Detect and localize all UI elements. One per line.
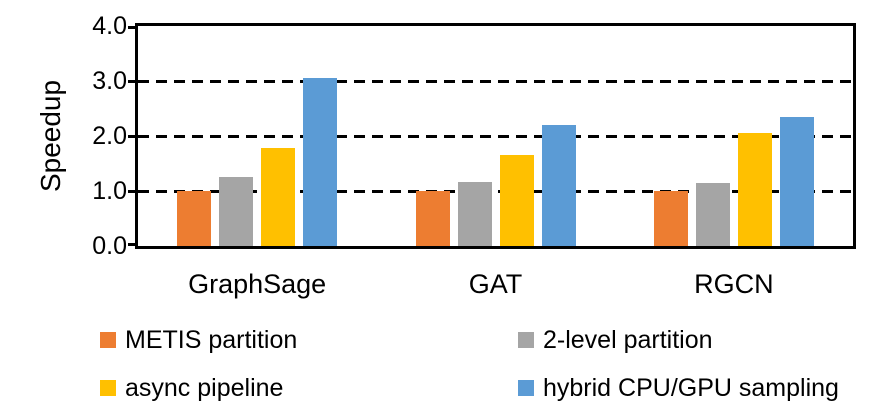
x-category-label-gat: GAT bbox=[468, 269, 523, 299]
y-tick-label-0.0: 0.0 bbox=[92, 232, 127, 260]
bar-rgcn-async-pipeline bbox=[737, 133, 772, 246]
y-axis-tick-mark bbox=[128, 243, 135, 246]
gridline-y-2 bbox=[138, 134, 853, 138]
x-category-label-rgcn: RGCN bbox=[694, 269, 774, 299]
legend-item-hybrid-cpu-gpu-sampling: hybrid CPU/GPU sampling bbox=[518, 372, 839, 404]
y-tick-label-4.0: 4.0 bbox=[92, 12, 127, 40]
bar-rgcn-metis-partition bbox=[653, 191, 688, 246]
bar-graphsage-metis-partition bbox=[177, 191, 212, 246]
bar-graphsage-2-level-partition bbox=[219, 176, 254, 246]
legend-swatch-hybrid-cpu-gpu-sampling bbox=[518, 380, 534, 396]
legend-label-metis-partition: METIS partition bbox=[125, 326, 298, 354]
x-category-label-graphsage: GraphSage bbox=[188, 269, 327, 299]
bar-rgcn-hybrid-cpu-gpu-sampling bbox=[779, 116, 814, 246]
plot-area bbox=[128, 23, 856, 249]
bar-gat-async-pipeline bbox=[499, 154, 534, 246]
legend-item-metis-partition: METIS partition bbox=[100, 324, 297, 356]
y-axis-tick-mark bbox=[128, 134, 135, 138]
bar-rgcn-2-level-partition bbox=[695, 182, 730, 246]
y-tick-label-1.0: 1.0 bbox=[92, 177, 127, 205]
legend-swatch-metis-partition bbox=[100, 332, 116, 348]
y-axis-tick-mark bbox=[128, 79, 135, 83]
y-axis-tick-mark bbox=[128, 26, 135, 29]
bar-gat-2-level-partition bbox=[457, 181, 492, 246]
bar-gat-metis-partition bbox=[415, 191, 450, 246]
legend-item-2-level-partition: 2-level partition bbox=[518, 324, 713, 356]
legend-label-hybrid-cpu-gpu-sampling: hybrid CPU/GPU sampling bbox=[543, 374, 839, 402]
legend-item-async-pipeline: async pipeline bbox=[100, 372, 283, 404]
gridline-y-1 bbox=[138, 189, 853, 193]
bar-graphsage-async-pipeline bbox=[261, 148, 296, 246]
legend-label-2-level-partition: 2-level partition bbox=[543, 326, 713, 354]
bar-graphsage-hybrid-cpu-gpu-sampling bbox=[303, 78, 338, 246]
y-tick-label-3.0: 3.0 bbox=[92, 67, 127, 95]
legend-label-async-pipeline: async pipeline bbox=[125, 374, 284, 402]
y-axis-tick-mark bbox=[128, 189, 135, 193]
y-tick-label-2.0: 2.0 bbox=[92, 122, 127, 150]
bar-gat-hybrid-cpu-gpu-sampling bbox=[541, 125, 576, 246]
legend-swatch-2-level-partition bbox=[518, 332, 534, 348]
legend-swatch-async-pipeline bbox=[100, 380, 116, 396]
gridline-y-3 bbox=[138, 79, 853, 83]
